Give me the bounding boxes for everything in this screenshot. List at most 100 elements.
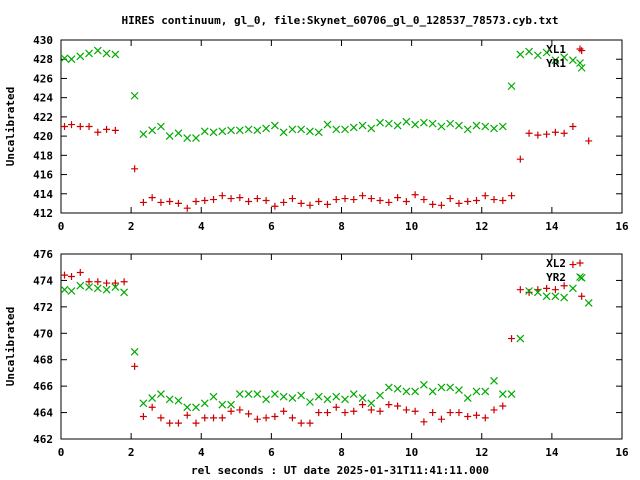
data-point [192,403,200,412]
data-point [174,129,183,138]
data-point [297,125,306,134]
data-point [270,390,279,398]
data-point [367,124,376,133]
data-point [551,286,559,294]
data-point [341,125,349,134]
data-point [393,384,402,393]
series-yr1 [60,46,586,142]
y-tick-label: 420 [33,130,53,143]
data-point [210,196,218,204]
data-point [120,278,128,286]
data-point [419,118,428,127]
data-point [463,394,472,402]
data-point [148,403,156,411]
data-point [315,409,323,417]
data-point [120,288,129,297]
data-point [464,413,472,421]
data-point [419,380,428,389]
x-tick-label: 16 [615,220,629,233]
data-point [262,197,270,205]
data-point [543,284,551,292]
data-point [306,127,314,136]
data-point [508,335,516,343]
data-point [244,390,253,398]
data-point [429,200,437,208]
data-point [394,194,402,202]
data-point [560,282,568,290]
x-axis-label: rel seconds : UT date 2025-01-31T11:41:1… [191,464,489,477]
data-point [411,387,420,396]
data-point [578,47,586,55]
legend-marker [576,273,584,281]
data-point [525,129,533,137]
data-point [490,196,498,204]
data-point [218,127,227,136]
data-point [227,400,235,409]
data-point [543,130,551,138]
data-point [166,197,174,205]
data-point [585,137,593,145]
data-point [472,387,481,396]
data-point [192,197,200,205]
data-point [402,197,410,205]
data-point [323,200,331,208]
data-point [446,409,454,417]
data-point [542,292,551,301]
data-point [428,119,437,128]
data-point [76,52,85,61]
data-point [60,285,69,294]
data-point [68,121,76,129]
data-point [61,123,69,130]
data-point [279,128,288,137]
y-tick-label: 476 [33,248,53,261]
data-point [174,199,182,207]
data-point [577,63,586,72]
data-point [569,123,577,130]
legend-label: XL1 [546,43,566,56]
data-point [166,419,174,427]
data-point [315,197,323,205]
y-tick-label: 472 [33,301,53,314]
x-tick-label: 6 [268,446,275,459]
x-tick-label: 0 [58,220,65,233]
data-point [85,278,93,286]
data-point [253,390,262,398]
data-point [455,409,463,417]
data-point [323,120,332,129]
data-point [578,292,586,300]
data-point [94,278,102,286]
data-point [93,284,102,293]
data-point [183,403,192,412]
data-point [200,399,209,408]
data-point [288,125,297,134]
data-point [332,125,341,134]
x-tick-label: 4 [198,446,205,459]
data-point [533,288,542,297]
data-point [507,82,516,91]
data-point [111,283,120,291]
data-point [165,132,174,141]
chart-panel-2: 0 2 4 6 8 10 12 14 16462464466468470472474476Unc… [4,248,629,459]
data-point [367,195,375,203]
data-point [551,56,560,65]
data-point [236,406,244,414]
y-tick-label: 466 [33,380,53,393]
series-xl1 [61,47,593,212]
data-point [288,394,297,402]
data-point [130,347,139,356]
y-tick-label: 424 [33,92,53,105]
data-point [455,386,463,395]
y-tick-label: 428 [33,53,53,66]
data-point [358,394,367,402]
data-point [201,414,209,422]
data-point [376,391,384,400]
y-tick-label: 416 [33,169,53,182]
data-point [359,192,367,200]
data-point [394,402,402,410]
data-point [393,121,402,130]
data-point [455,121,463,130]
data-point [402,406,410,414]
data-point [174,396,183,405]
data-point [297,391,306,400]
